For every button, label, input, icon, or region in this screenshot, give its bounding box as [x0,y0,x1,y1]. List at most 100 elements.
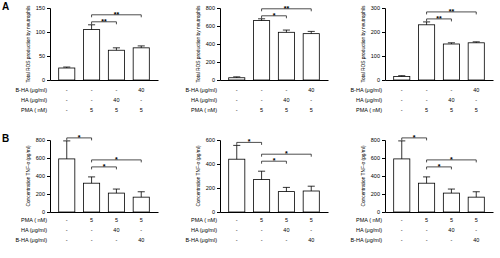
panel: 0200400600800Total ROS production by neu… [185,5,328,113]
condition-value: - [401,107,403,113]
y-tick-label: 200 [206,185,215,191]
y-tick-mark [382,56,385,57]
condition-value: - [401,97,403,103]
condition-value: 5 [310,107,313,113]
figure: A050100150Total ROS production by neutro… [0,0,500,258]
y-tick-label: 600 [371,155,380,161]
y-tick: 100 [36,29,50,35]
error-bar-cap [233,145,240,146]
condition-value: - [66,87,68,93]
panel-label: A [2,1,9,12]
condition-value: - [261,227,263,233]
error-bar [308,186,315,191]
bar [229,78,245,80]
condition-value: 40 [138,87,144,93]
condition-label: HA (μg/ml) [356,227,382,233]
y-tick-label: 0 [377,209,380,215]
error-bar-stem [286,187,287,191]
y-tick-mark [217,164,220,165]
y-tick-mark [47,8,50,9]
y-tick: 600 [36,155,50,161]
y-tick-label: 600 [36,155,45,161]
y-tick-mark [382,80,385,81]
y-tick: 200 [371,191,385,197]
condition-value: - [236,217,238,223]
significance-label: * [115,156,118,163]
condition-value: - [66,217,68,223]
bar [443,193,459,212]
y-tick-mark [47,212,50,213]
error-bar-cap [473,191,480,192]
condition-value: - [285,87,287,93]
condition-value: - [236,227,238,233]
x-axis [386,212,494,213]
panel: B0200400600800Concentration TNF-α (pg/ml… [2,133,159,243]
error-bar-cap [233,76,240,77]
condition-value: 5 [260,107,263,113]
error-bar [258,171,265,179]
error-bar-stem [426,177,427,183]
y-tick-mark [47,32,50,33]
condition-value: 5 [260,217,263,223]
y-tick-label: 0 [212,209,215,215]
condition-value: 40 [113,97,119,103]
error-bar-stem [141,192,142,197]
bar [254,21,270,80]
y-tick: 600 [206,23,220,29]
marks [394,22,485,80]
error-bar-stem [116,189,117,193]
significance-label: ** [114,11,120,18]
error-bar-cap [448,189,455,190]
x-axis [51,80,159,81]
error-bar-cap [138,45,145,46]
condition-value: - [115,87,117,93]
condition-value: 40 [113,227,119,233]
condition-label: B-HA (μg/ml) [15,237,47,243]
condition-value: 5 [90,107,93,113]
condition-value: - [426,97,428,103]
y-tick: 0 [212,77,220,83]
error-bar-cap [473,41,480,42]
error-bar-stem [91,177,92,183]
y-axis-title: Total ROS production by neutrophils [361,5,366,82]
bar [394,76,410,80]
condition-label: HA (μg/ml) [21,227,47,233]
condition-value: - [426,227,428,233]
y-axis: 0200400600 [206,137,221,215]
error-bar-cap [398,75,405,76]
condition-label: PMA ( nM) [21,217,47,223]
error-bar [113,189,120,193]
marks [229,145,320,212]
bar [133,48,149,80]
condition-value: - [475,227,477,233]
bar [133,197,149,212]
condition-value: - [91,237,93,243]
error-bar [423,22,430,25]
y-axis: 0200400600800 [36,137,51,215]
bar [108,50,124,80]
y-tick: 400 [206,41,220,47]
error-bar [398,141,405,159]
y-axis: 050100150 [36,5,51,83]
y-tick: 300 [371,5,385,11]
condition-value: - [475,97,477,103]
condition-value: 40 [448,97,454,103]
condition-label: HA (μg/ml) [191,227,217,233]
condition-value: - [310,97,312,103]
error-bar-cap [63,140,70,141]
error-bar [473,41,480,43]
y-tick: 0 [377,77,385,83]
error-bar-cap [138,191,145,192]
condition-value: 5 [450,217,453,223]
condition-label: B-HA (μg/ml) [350,87,382,93]
y-axis-line [47,141,51,213]
y-axis-title: Total ROS production by neutrophils [26,5,31,82]
y-tick-label: 150 [36,5,45,11]
condition-value: - [426,87,428,93]
condition-label: PMA ( nM) [21,107,47,113]
y-tick-mark [47,140,50,141]
y-tick-label: 600 [206,137,215,143]
y-tick-mark [382,140,385,141]
error-bar-cap [113,189,120,190]
y-tick-mark [47,56,50,57]
